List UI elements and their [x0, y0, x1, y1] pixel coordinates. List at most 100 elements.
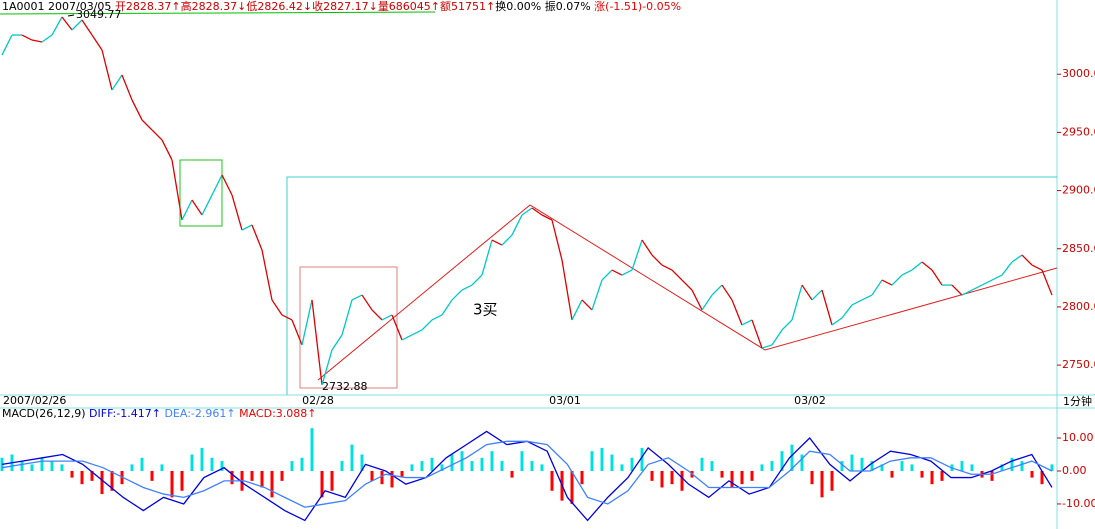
price-segment: [401, 334, 413, 341]
price-segment: [651, 254, 663, 266]
macd-bar: [940, 470, 944, 481]
price-segment: [581, 299, 593, 311]
drawn-line: [0, 11, 436, 15]
header-item: 开2828.37↑: [115, 0, 181, 13]
price-segment: [671, 269, 683, 281]
price-segment: [721, 284, 733, 301]
price-segment: [851, 299, 863, 306]
price-segment: [171, 159, 183, 221]
annotation-pointer: [67, 14, 75, 17]
price-segment: [111, 74, 123, 91]
header-item: 振0.07%: [545, 0, 591, 13]
price-segment: [461, 284, 473, 291]
y-tick-label: 2800.00: [1062, 300, 1095, 313]
price-segment: [951, 284, 963, 296]
macd-bar: [440, 464, 444, 471]
macd-bar: [920, 470, 924, 478]
macd-bar: [830, 470, 834, 491]
macd-bar: [1020, 461, 1024, 471]
price-segment: [881, 279, 893, 286]
macd-bar: [1010, 457, 1014, 471]
macd-bar: [810, 470, 814, 485]
macd-bar: [380, 470, 384, 485]
macd-bar: [530, 461, 534, 471]
macd-bar: [910, 464, 914, 471]
macd-bar: [640, 447, 644, 471]
price-segment: [991, 274, 1003, 281]
macd-bar: [330, 470, 334, 491]
macd-bar: [800, 454, 804, 471]
price-segment: [251, 224, 263, 251]
macd-bar: [790, 444, 794, 471]
macd-bar: [340, 461, 344, 471]
price-segment: [91, 34, 103, 51]
macd-bar: [350, 444, 354, 471]
macd-bar: [610, 454, 614, 471]
price-segment: [591, 279, 603, 311]
price-segment: [471, 274, 483, 286]
price-segment: [481, 239, 493, 276]
price-segment: [341, 299, 353, 336]
macd-bar: [500, 461, 504, 471]
macd-bar: [630, 457, 634, 471]
x-tick-label: 03/02: [794, 394, 826, 407]
drawn-box: [286, 176, 1057, 395]
price-segment: [561, 259, 573, 321]
macd-bar: [720, 470, 724, 478]
price-segment: [691, 289, 703, 311]
price-segment: [601, 269, 613, 281]
price-segment: [701, 294, 713, 311]
x-tick-label: 1分钟: [1063, 394, 1092, 408]
macd-bar: [190, 454, 194, 471]
header-item: 涨(-1.51)-0.05%: [594, 0, 681, 13]
price-segment: [761, 344, 773, 349]
macd-bar: [680, 470, 684, 491]
macd-bar: [90, 470, 94, 481]
header-item: DIFF:-1.417↑: [89, 407, 161, 420]
macd-bar: [170, 470, 174, 498]
price-segment: [131, 99, 143, 121]
macd-bar: [50, 461, 54, 471]
macd-bar: [360, 454, 364, 471]
macd-bar: [890, 470, 894, 478]
macd-line: [1, 440, 1053, 508]
price-segment: [501, 234, 513, 246]
macd-bar: [450, 454, 454, 471]
price-segment: [411, 329, 423, 336]
macd-line: [1, 430, 1053, 522]
macd-bar: [1050, 464, 1054, 471]
macd-bar: [970, 464, 974, 471]
price-segment: [201, 194, 213, 216]
price-segment: [371, 309, 383, 321]
macd-header: MACD(26,12,9) DIFF:-1.417↑ DEA:-2.961↑ M…: [2, 407, 316, 420]
x-tick-label: 2007/02/26: [3, 394, 66, 407]
macd-bar: [210, 457, 214, 471]
price-segment: [351, 294, 363, 301]
macd-bar: [780, 451, 784, 471]
header-item: 量686045↑: [378, 0, 440, 13]
price-segment: [961, 289, 973, 296]
macd-bar: [760, 464, 764, 471]
price-segment: [331, 334, 343, 351]
macd-bar: [80, 470, 84, 485]
price-segment: [391, 314, 403, 341]
price-segment: [1021, 254, 1033, 266]
macd-bar: [480, 457, 484, 471]
macd-bar: [200, 447, 204, 471]
macd-bar: [180, 470, 184, 491]
y-tick-label: 10.00: [1062, 431, 1094, 444]
macd-bar: [840, 461, 844, 471]
header: 1A0001 2007/03/05 开2828.37↑高2828.37↓低282…: [2, 0, 681, 13]
price-segment: [321, 349, 333, 386]
macd-bar: [930, 470, 934, 485]
macd-bar: [140, 457, 144, 471]
price-segment: [491, 239, 503, 246]
price-segment: [841, 304, 853, 319]
drawn-box: [299, 266, 398, 389]
price-segment: [681, 279, 693, 291]
price-segment: [71, 19, 83, 31]
price-segment: [281, 314, 293, 321]
price-segment: [731, 299, 743, 326]
price-segment: [901, 269, 913, 276]
